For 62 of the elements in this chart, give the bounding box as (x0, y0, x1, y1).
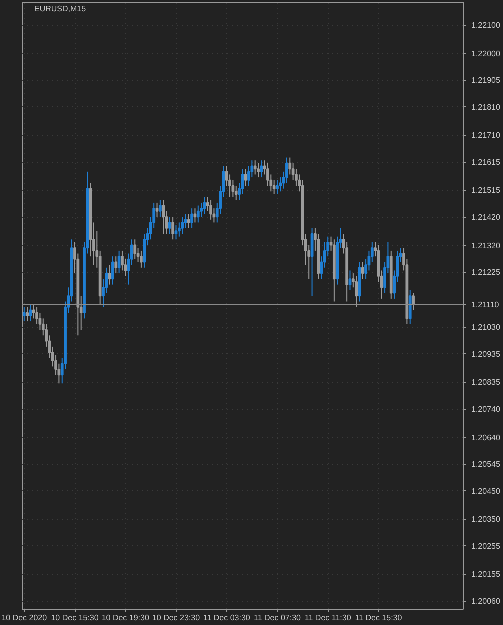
candlestick (355, 276, 358, 308)
candlestick (112, 256, 114, 286)
y-tick-label: 1.20740 (472, 405, 501, 414)
candlestick (181, 216, 184, 235)
y-tick-label: 1.21320 (472, 241, 501, 250)
candlestick (190, 208, 194, 229)
y-tick-label: 1.21225 (472, 268, 501, 278)
y-tick-label: 1.21515 (472, 186, 501, 196)
y-tick-label: 1.20255 (472, 542, 501, 551)
y-tick-label: 1.20060 (472, 597, 501, 606)
candlestick (408, 290, 412, 325)
candlestick (412, 292, 415, 311)
candlestick (194, 208, 197, 224)
y-tick-label: 1.22100 (472, 21, 501, 30)
candlestick (210, 200, 212, 220)
candlestick (276, 180, 279, 195)
y-tick-label: 1.20450 (472, 486, 501, 496)
x-tick-label: 10 Dec 15:30 (51, 614, 100, 622)
candlestick (361, 262, 364, 280)
x-tick-label: 11 Dec 07:30 (254, 614, 302, 622)
candlestick (162, 200, 166, 235)
candlestick (114, 256, 118, 274)
candlestick (140, 250, 143, 268)
candlestick (134, 239, 137, 260)
candlestick (29, 304, 32, 322)
candlestick (260, 160, 264, 178)
y-tick-label: 1.20155 (472, 570, 501, 580)
y-tick-label: 1.20835 (472, 378, 501, 388)
y-tick-label: 1.21810 (472, 102, 501, 112)
x-tick-label: 11 Dec 15:30 (355, 614, 403, 622)
ref-line-label: 1.21110 (472, 300, 500, 310)
y-tick-label: 1.20935 (472, 350, 501, 359)
y-tick-label: 1.22000 (472, 49, 501, 58)
chart-title: EURUSD,M15 (34, 4, 87, 14)
y-tick-label: 1.21030 (472, 323, 501, 332)
x-tick-label: 10 Dec 19:30 (102, 614, 150, 622)
y-tick-label: 1.21905 (472, 76, 501, 86)
candlestick (168, 216, 172, 235)
candlestick (158, 200, 162, 218)
candlestick (174, 225, 178, 240)
y-tick-label: 1.20640 (472, 433, 501, 442)
y-tick-label: 1.21615 (472, 158, 501, 168)
candlestick (22, 306, 26, 322)
y-tick-label: 1.20545 (472, 460, 501, 470)
x-tick-label: 11 Dec 11:30 (304, 614, 352, 622)
candlestick (26, 306, 30, 322)
candlestick (108, 264, 112, 286)
candlestick (254, 160, 257, 176)
x-tick-label: 10 Dec 2020 (2, 614, 48, 622)
candlestick (244, 168, 248, 187)
y-tick-label: 1.21420 (472, 213, 501, 222)
candlestick (156, 202, 159, 218)
x-tick-label: 11 Dec 03:30 (203, 614, 251, 622)
y-tick-label: 1.20350 (472, 515, 501, 524)
x-tick-label: 10 Dec 23:30 (152, 614, 201, 622)
candlestick (118, 250, 121, 274)
candlestick (196, 205, 200, 224)
y-tick-label: 1.21710 (472, 131, 501, 140)
candlestick (257, 162, 260, 178)
candlestick (172, 216, 175, 240)
candlestick (348, 270, 352, 291)
candlestick (187, 214, 190, 229)
